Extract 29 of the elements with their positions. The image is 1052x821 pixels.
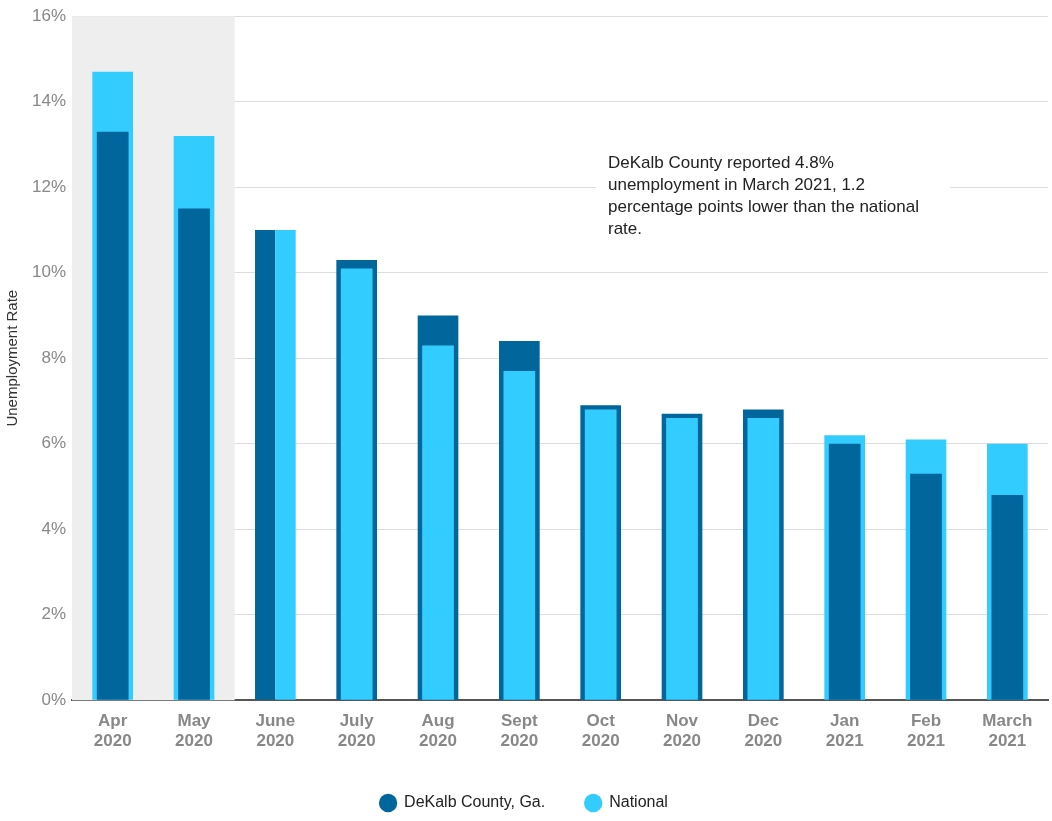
annotation: DeKalb County reported 4.8% unemployment in March 2021, 1.2 percentage points lower than the national rate. [596,148,950,244]
y-tick-label: 0% [41,689,67,709]
y-tick-label: 14% [31,91,67,111]
y-tick-label: 10% [31,262,67,282]
y-axis-title: Unemployment Rate [3,289,21,427]
x-tick-label: July 2020 [337,711,376,751]
y-tick-label: 12% [31,176,67,196]
y-tick-label: 16% [31,5,67,25]
x-tick-label: Oct 2020 [581,711,620,751]
x-tick-label: Dec 2020 [744,711,783,751]
bar [340,268,373,700]
x-tick-label: Apr 2020 [93,711,132,751]
y-tick-label: 2% [41,604,67,624]
bar [503,371,536,700]
x-tick-label: Nov 2020 [663,711,701,751]
bar [747,418,780,700]
y-tick-label: 8% [41,347,67,367]
x-tick-label: June 2020 [255,711,296,751]
x-tick-label: Aug 2020 [419,711,457,751]
x-tick-label: March 2021 [982,711,1033,751]
legend-label: National [609,793,668,811]
y-tick-label: 6% [41,433,67,453]
legend-label: DeKalb County, Ga. [404,793,546,811]
bar [422,345,454,700]
x-tick-label: Feb 2021 [907,711,945,751]
x-tick-label: May 2020 [175,711,213,751]
y-tick-label: 4% [41,518,67,538]
x-tick-label: Jan 2021 [825,711,864,751]
x-tick-label: Sept 2020 [500,711,539,751]
